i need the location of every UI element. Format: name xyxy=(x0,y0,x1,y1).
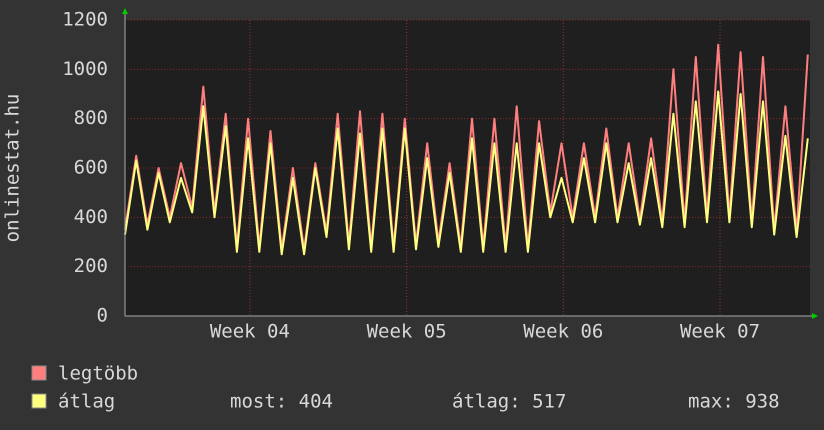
y-axis-label: onlinestat.hu xyxy=(2,94,24,243)
stat-label: most: 404 xyxy=(230,391,333,413)
y-tick-label: 400 xyxy=(74,206,108,228)
legend-label: legtöbb xyxy=(58,363,138,385)
x-arrow xyxy=(812,313,818,319)
y-arrow xyxy=(122,8,128,14)
y-tick-label: 1200 xyxy=(62,9,108,31)
x-tick-label: Week 05 xyxy=(367,321,447,343)
x-tick-label: Week 04 xyxy=(210,321,290,343)
legend-swatch xyxy=(31,393,47,409)
lines xyxy=(124,43,809,256)
y-tick-label: 0 xyxy=(97,305,108,327)
y-tick-label: 800 xyxy=(74,107,108,129)
stat-label: max: 938 xyxy=(688,391,780,413)
legend: legtöbb átlag most: 404 átlag: 517 max: 938 xyxy=(31,363,780,413)
series-line xyxy=(124,90,809,256)
x-tick-label: Week 06 xyxy=(523,321,603,343)
x-tick-label: Week 07 xyxy=(680,321,760,343)
stat-label: átlag: 517 xyxy=(452,391,566,413)
y-tick-label: 200 xyxy=(74,255,108,277)
legend-swatch xyxy=(31,365,47,381)
y-tick-label: 1000 xyxy=(62,58,108,80)
y-tick-label: 600 xyxy=(74,157,108,179)
legend-label: átlag xyxy=(58,391,115,413)
